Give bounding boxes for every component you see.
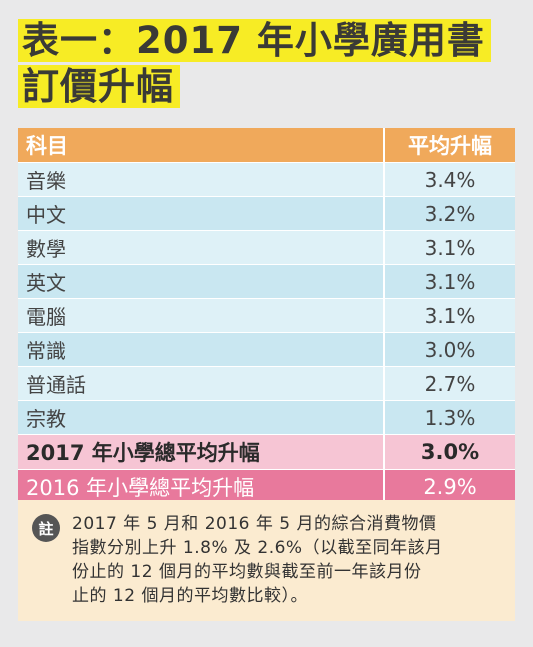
total-2016-rise: 2.9%	[383, 470, 515, 504]
row-subject: 數學	[26, 237, 66, 261]
table-row: 電腦 3.1%	[18, 299, 515, 333]
row-rise: 3.1%	[383, 231, 515, 264]
row-rise: 3.2%	[383, 197, 515, 230]
total-2016-label: 2016 年小學總平均升幅	[26, 476, 255, 500]
row-subject: 英文	[26, 271, 66, 295]
table-row: 中文 3.2%	[18, 197, 515, 231]
row-subject: 音樂	[26, 169, 66, 193]
row-subject: 普通話	[26, 373, 86, 397]
header-subject: 科目	[26, 134, 68, 158]
title-line-2: 訂價升幅	[18, 64, 518, 110]
title-text-2: 訂價升幅	[18, 65, 180, 108]
footnote-box: 註 2017 年 5 月和 2016 年 5 月的綜合消費物價 指數分別上升 1…	[18, 500, 515, 621]
total-2017-rise: 3.0%	[383, 435, 515, 469]
table-header: 科目 平均升幅	[18, 128, 515, 163]
row-subject: 中文	[26, 203, 66, 227]
footnote-line: 份止的 12 個月的平均數與截至前一年該月份	[72, 562, 422, 582]
title-text-1: 表一：2017 年小學廣用書	[18, 19, 491, 62]
table-row: 常識 3.0%	[18, 333, 515, 367]
footnote-line: 指數分別上升 1.8% 及 2.6%（以截至同年該月	[72, 538, 443, 558]
row-rise: 3.1%	[383, 299, 515, 332]
footnote-line: 2017 年 5 月和 2016 年 5 月的綜合消費物價	[72, 514, 437, 534]
footnote-line: 止的 12 個月的平均數比較）。	[72, 586, 308, 606]
total-2017-label: 2017 年小學總平均升幅	[26, 441, 260, 465]
table-row: 宗教 1.3%	[18, 401, 515, 435]
header-rise: 平均升幅	[383, 128, 515, 162]
row-rise: 3.4%	[383, 163, 515, 196]
total-row-2017: 2017 年小學總平均升幅 3.0%	[18, 435, 515, 470]
row-rise: 3.1%	[383, 265, 515, 298]
note-icon: 註	[32, 514, 60, 542]
row-subject: 電腦	[26, 305, 66, 329]
row-rise: 3.0%	[383, 333, 515, 366]
table-row: 音樂 3.4%	[18, 163, 515, 197]
row-subject: 常識	[26, 339, 66, 363]
row-rise: 2.7%	[383, 367, 515, 400]
table-row: 英文 3.1%	[18, 265, 515, 299]
price-rise-table: 科目 平均升幅 音樂 3.4% 中文 3.2% 數學 3.1% 英文 3.1% …	[18, 128, 515, 505]
row-subject: 宗教	[26, 407, 66, 431]
title-line-1: 表一：2017 年小學廣用書	[18, 18, 518, 64]
row-rise: 1.3%	[383, 401, 515, 434]
total-row-2016: 2016 年小學總平均升幅 2.9%	[18, 470, 515, 505]
table-row: 數學 3.1%	[18, 231, 515, 265]
page-title: 表一：2017 年小學廣用書 訂價升幅	[18, 18, 518, 110]
table-row: 普通話 2.7%	[18, 367, 515, 401]
footnote-text: 2017 年 5 月和 2016 年 5 月的綜合消費物價 指數分別上升 1.8…	[72, 512, 503, 608]
